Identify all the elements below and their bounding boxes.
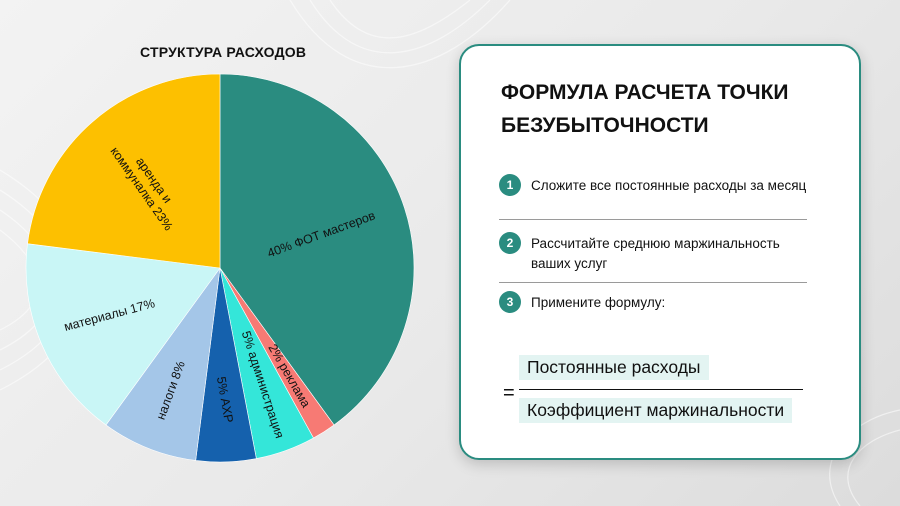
formula-fraction-line	[519, 389, 803, 390]
divider	[499, 219, 807, 220]
pie-slice-6	[25, 243, 221, 426]
formula-denominator: Коэффициент маржинальности	[519, 398, 793, 423]
step-number-badge: 1	[499, 174, 521, 196]
step-number-badge: 3	[499, 291, 521, 313]
card-title: ФОРМУЛА РАСЧЕТА ТОЧКИ БЕЗУБЫТОЧНОСТИ	[501, 76, 841, 142]
formula-numerator: Постоянные расходы	[519, 355, 709, 380]
chart-title: СТРУКТУРА РАСХОДОВ	[140, 44, 307, 60]
step-number-badge: 2	[499, 232, 521, 254]
pie-slice-7	[27, 73, 221, 269]
breakeven-formula-card: ФОРМУЛА РАСЧЕТА ТОЧКИ БЕЗУБЫТОЧНОСТИ 1 С…	[459, 44, 861, 460]
formula-equals-sign: =	[503, 382, 515, 404]
step-text: Рассчитайте среднюю маржинальность ваших…	[531, 236, 780, 271]
pie-slice-5	[105, 267, 221, 461]
card-title-line2: БЕЗУБЫТОЧНОСТИ	[501, 114, 709, 137]
divider	[499, 282, 807, 283]
step-text: Примените формулу:	[531, 295, 666, 310]
step-text: Сложите все постоянные расходы за месяц	[531, 178, 807, 193]
card-title-line1: ФОРМУЛА РАСЧЕТА ТОЧКИ	[501, 81, 789, 104]
pie-slice-1	[219, 73, 415, 426]
